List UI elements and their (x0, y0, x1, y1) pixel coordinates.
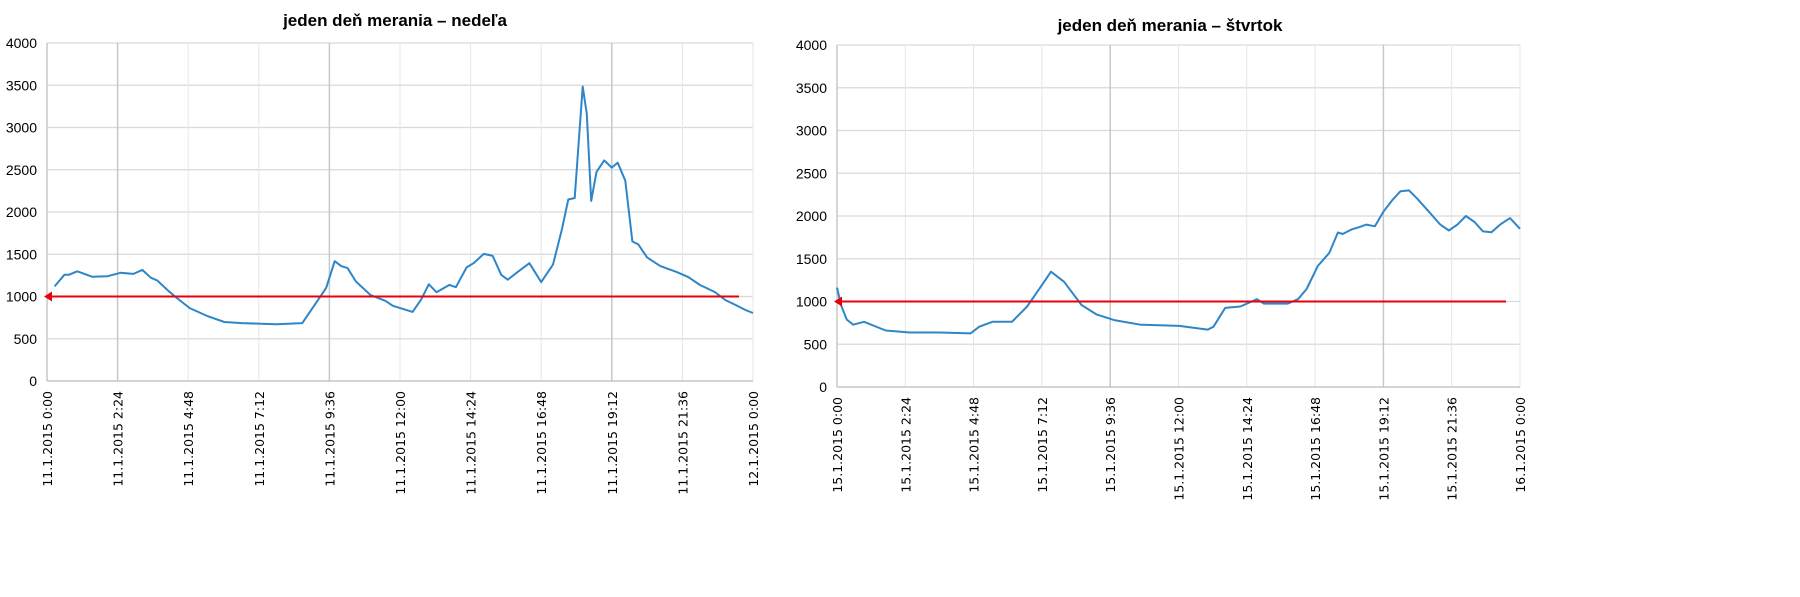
x-tick-label: 16.1.2015 0:00 (1513, 397, 1528, 493)
threshold-arrow-icon (44, 291, 52, 302)
y-tick-label: 0 (819, 379, 827, 395)
y-tick-label: 500 (804, 336, 828, 352)
x-tick-label: 11.1.2015 7:12 (252, 391, 267, 487)
x-tick-label: 12.1.2015 0:00 (746, 391, 761, 487)
data-series-line (53, 85, 754, 326)
x-tick-label: 11.1.2015 21:36 (675, 391, 690, 495)
chart-title: jeden deň merania – štvrtok (1057, 16, 1283, 35)
x-tick-label: 11.1.2015 4:48 (181, 391, 196, 487)
chart-thursday: jeden deň merania – štvrtok 0 500 1000 1500… (796, 16, 1528, 501)
y-tick-label: 3500 (6, 77, 37, 93)
threshold-arrow-icon (834, 296, 842, 307)
y-tick-label: 3000 (6, 120, 37, 136)
x-tick-label: 15.1.2015 19:12 (1376, 397, 1391, 501)
x-tick-label: 11.1.2015 14:24 (464, 391, 479, 495)
chart-sunday: jeden deň merania – nedeľa 0 500 1000 1500 2… (6, 11, 761, 495)
y-tick-label: 3500 (796, 80, 827, 96)
y-tick-label: 1500 (796, 251, 827, 267)
x-tick-label: 11.1.2015 16:48 (534, 391, 549, 495)
y-tick-label: 2000 (6, 204, 37, 220)
x-tick-label: 15.1.2015 2:24 (898, 397, 913, 493)
x-tick-label: 15.1.2015 7:12 (1035, 397, 1050, 493)
x-tick-label: 15.1.2015 0:00 (830, 397, 845, 493)
x-tick-label: 11.1.2015 0:00 (40, 391, 55, 487)
y-tick-label: 3000 (796, 123, 827, 139)
y-tick-label: 1000 (6, 289, 37, 305)
chart-title: jeden deň merania – nedeľa (282, 11, 507, 30)
x-tick-label: 15.1.2015 12:00 (1172, 397, 1187, 501)
x-tick-label: 15.1.2015 14:24 (1240, 397, 1255, 501)
y-tick-label: 1000 (796, 294, 827, 310)
y-tick-label: 4000 (796, 37, 827, 53)
x-tick-label: 15.1.2015 4:48 (967, 397, 982, 493)
x-tick-label: 11.1.2015 9:36 (322, 391, 337, 487)
x-tick-label: 15.1.2015 21:36 (1445, 397, 1460, 501)
x-tick-label: 15.1.2015 16:48 (1308, 397, 1323, 501)
x-tick-label: 15.1.2015 9:36 (1103, 397, 1118, 493)
y-tick-label: 2000 (796, 208, 827, 224)
y-tick-label: 2500 (6, 162, 37, 178)
y-tick-label: 1500 (6, 246, 37, 262)
x-tick-label: 11.1.2015 19:12 (605, 391, 620, 495)
x-tick-label: 11.1.2015 12:00 (393, 391, 408, 495)
x-tick-label: 11.1.2015 2:24 (111, 391, 126, 487)
y-tick-label: 2500 (796, 165, 827, 181)
y-tick-label: 4000 (6, 35, 37, 51)
data-series-line (836, 189, 1521, 335)
y-tick-label: 0 (29, 373, 37, 389)
y-tick-label: 500 (14, 331, 38, 347)
